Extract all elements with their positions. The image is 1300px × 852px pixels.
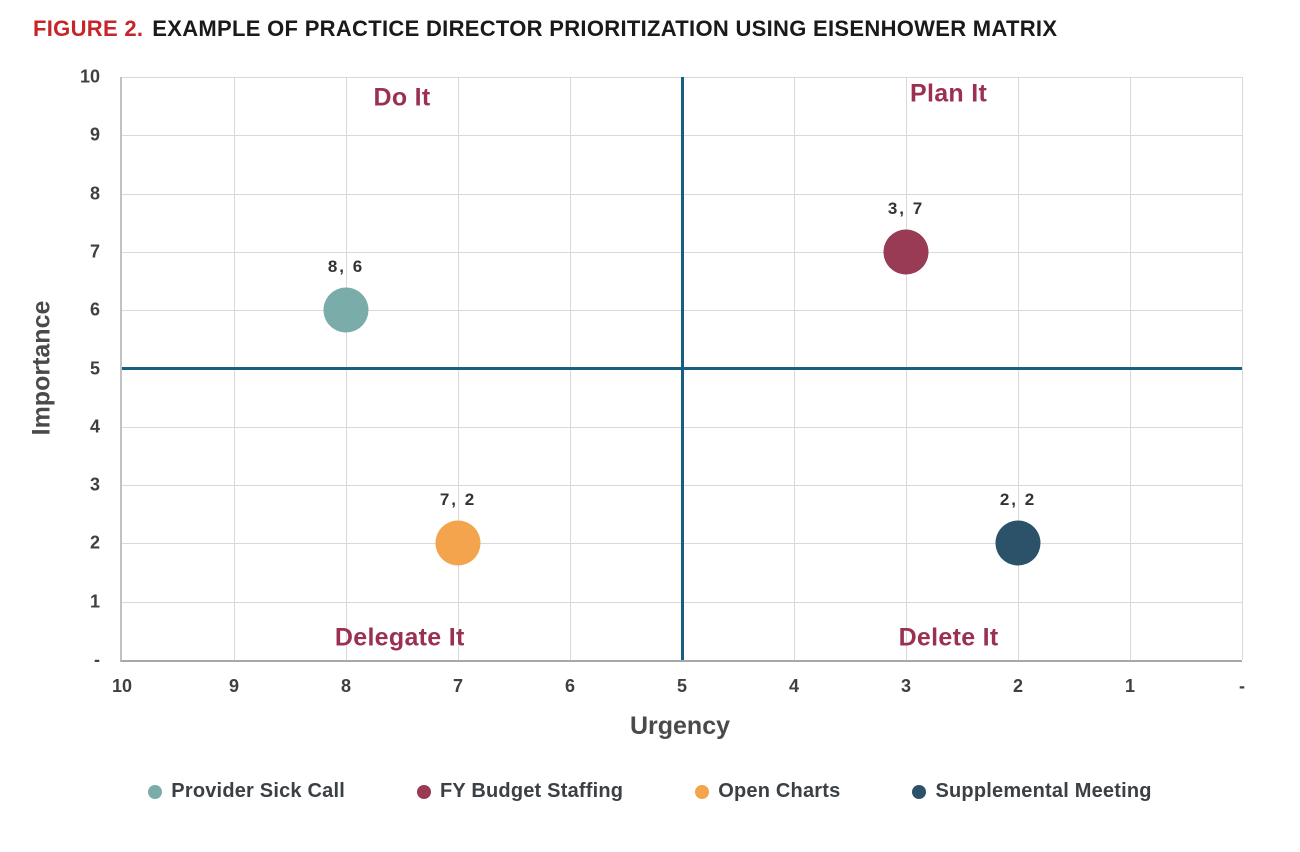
legend-item-label: Supplemental Meeting [935,780,1152,802]
y-tick-label: 8 [89,183,100,204]
crosshair-horizontal-line [122,367,1242,370]
legend-item-label: Open Charts [718,780,841,802]
legend-marker-icon [416,784,431,799]
y-tick-label: 6 [89,299,100,320]
quadrant-label-do-it: Do It [373,83,431,112]
x-tick-label: 5 [676,676,688,696]
x-tick-label: 1 [1124,676,1136,696]
x-tick-label: 2 [1012,676,1024,696]
quadrant-label-delegate-it: Delegate It [334,623,465,652]
plot-area: 10 9 8 7 6 5 4 3 2 1-10 9 8 7 6 5 4 3 2 1- Do It Plan It Dele… [80,67,1245,697]
grid-line-vertical [1242,77,1243,660]
x-tick-label: 6 [564,676,576,696]
chart-legend: Provider Sick Call FY Budget Staffing Open… [0,780,1300,803]
legend-item-label: Provider Sick Call [171,780,345,802]
y-tick-label: 3 [89,474,100,495]
legend-item-open-charts: Open Charts [695,780,840,803]
y-tick-label: 4 [89,416,100,437]
x-tick-label: 9 [228,676,240,696]
y-axis-title: Importance [27,300,56,436]
y-tick-label: 1 [89,591,100,612]
legend-marker-icon [912,784,927,799]
legend-item-provider-sick-call: Provider Sick Call [148,780,345,803]
x-tick-label: 10 [111,676,133,696]
x-tick-label: 7 [452,676,464,696]
quadrant-label-plan-it: Plan It [909,79,988,108]
y-tick-label: 5 [89,358,100,378]
data-point-label-supplemental-meeting: 2, 2 [999,490,1037,510]
y-tick-label: 2 [89,532,100,553]
x-tick-label: 8 [340,676,352,696]
figure-label: FIGURE 2. [33,16,144,41]
x-tick-label: 4 [788,676,800,696]
x-axis-title: Urgency [629,712,731,740]
figure-title: FIGURE 2. EXAMPLE OF PRACTICE DIRECTOR PR… [33,16,1057,42]
data-point-label-fy-budget-staffing: 3, 7 [887,198,925,218]
legend-marker-icon [148,784,163,799]
data-point-fy-budget-staffing [883,229,929,275]
legend-item-supplemental-meeting: Supplemental Meeting [912,780,1152,803]
data-point-provider-sick-call [323,287,369,333]
legend-item-fy-budget-staffing: FY Budget Staffing [416,780,624,803]
x-tick-label: 3 [900,676,912,696]
figure-title-text: EXAMPLE OF PRACTICE DIRECTOR PRIORITIZAT… [152,16,1058,41]
data-point-label-provider-sick-call: 8, 6 [327,257,365,277]
data-point-label-open-charts: 7, 2 [439,490,477,510]
legend-marker-icon [695,784,710,799]
y-tick-label: 10 [79,66,100,87]
data-point-supplemental-meeting [995,520,1041,566]
x-tick-label: - [1239,676,1245,696]
data-point-open-charts [435,520,481,566]
y-tick-label: 9 [89,124,100,145]
y-tick-label: - [94,649,100,670]
legend-item-label: FY Budget Staffing [439,780,624,802]
quadrant-label-delete-it: Delete It [898,623,999,652]
y-tick-label: 7 [89,241,100,262]
